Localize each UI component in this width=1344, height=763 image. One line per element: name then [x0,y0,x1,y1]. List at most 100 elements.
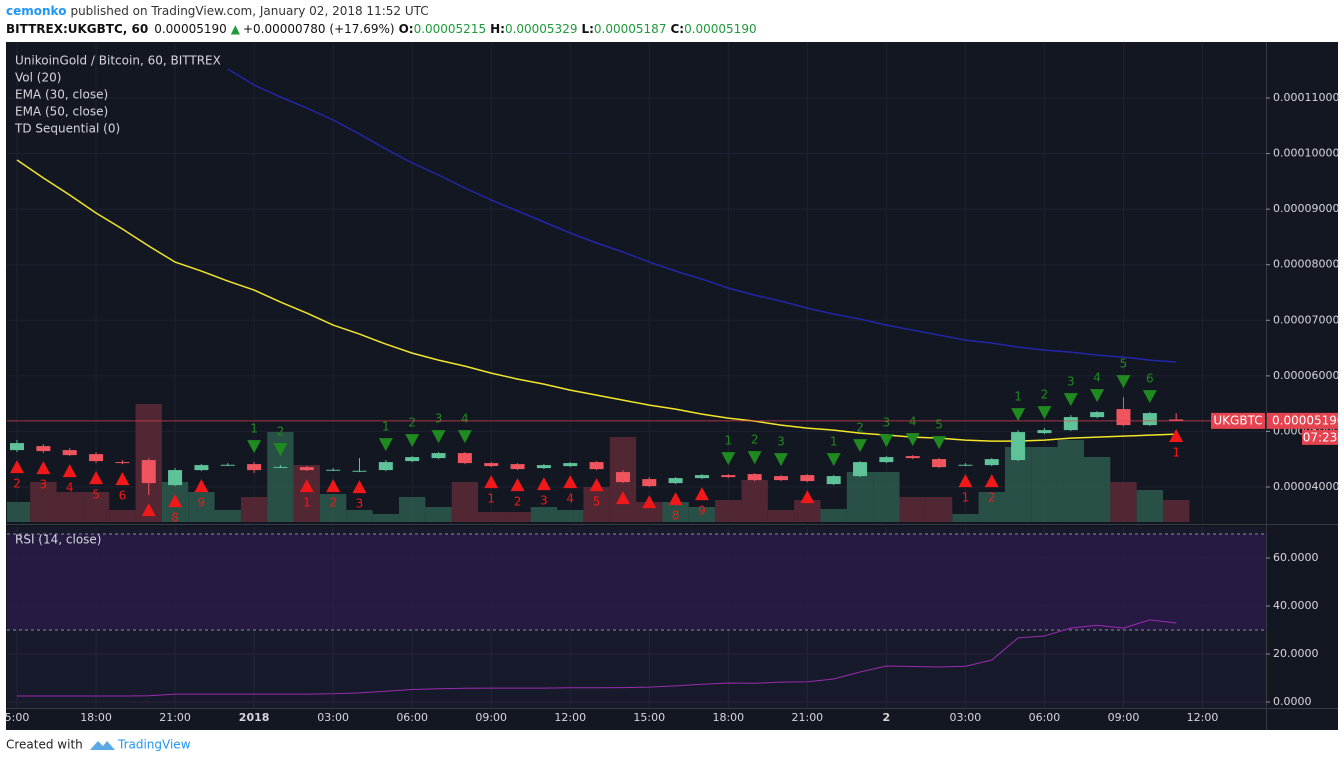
volume-bar [662,502,689,522]
td-buy-marker [89,471,104,485]
candle-body [615,472,630,483]
x-tick-label: 5:00 [5,711,30,724]
td-sell-marker [247,440,262,454]
axes: 0.000040000.000050000.000060000.00007000… [5,91,1344,724]
volume-bar [767,510,795,522]
td-buy-marker [10,460,25,474]
td-sell-marker [721,452,736,466]
y-tick-label: 0.00008000 [1273,258,1339,271]
volume-bar [346,510,373,522]
candle-body [1011,432,1026,461]
x-tick-label: 2 [883,711,891,724]
volume-bar [873,472,900,522]
td-buy-count: 8 [672,509,680,523]
volume-bar [530,507,558,522]
td-buy-count: 1 [1172,446,1180,460]
volume-bar [1136,490,1163,522]
y-tick-label: 0.00009000 [1273,202,1339,215]
rsi-line [17,619,1177,697]
volume-bar [925,497,953,522]
ohlc-value: 0.00005190 [684,22,757,36]
x-tick-label: 21:00 [791,711,823,724]
volume-bar [293,465,320,522]
candle-body [484,463,499,467]
price-box [1267,412,1338,429]
x-tick-label: 2018 [239,711,270,724]
volume-bar [188,492,215,522]
published: published on TradingView.com, January 02… [70,4,428,18]
td-sell-marker [457,430,472,444]
td-sell-count: 1 [830,435,838,449]
candle-body [642,479,657,487]
td-buy-count: 1 [487,492,495,506]
candle-body [168,470,183,486]
td-buy-count: 4 [66,481,74,495]
volume-bar [1083,457,1111,522]
x-tick-label: 09:00 [475,711,507,724]
td-buy-marker [299,479,314,493]
td-sell-count: 1 [250,422,258,436]
td-sell-count: 3 [435,412,443,426]
td-sell-marker [932,436,947,450]
candle-body [378,462,393,471]
candle-body [536,465,551,469]
countdown-label: 07:23 [1303,430,1338,444]
td-buy-marker [589,478,604,492]
candle-body [457,453,472,464]
ohlc-value: 0.00005215 [414,22,487,36]
candle-body [115,462,130,464]
footer-brand[interactable]: TradingView [117,738,191,752]
y-tick-label: 20.0000 [1273,647,1319,660]
td-sell-marker [1011,408,1026,422]
td-sell-count: 3 [1067,375,1075,389]
x-tick-label: 15:00 [633,711,665,724]
x-tick-label: 03:00 [950,711,982,724]
volume-bar [399,497,426,522]
td-sell-count: 4 [1093,371,1101,385]
td-sell-count: 2 [277,425,285,439]
td-buy-marker [1169,429,1184,443]
td-sell-marker [405,434,420,448]
td-sell-count: 1 [724,434,732,448]
footer-created: Created with [6,738,83,752]
td-sell-count: 3 [883,416,891,430]
volume-bar [794,500,821,522]
candle-body [879,457,894,463]
td-sell-count: 3 [777,435,785,449]
volume-bar [56,492,83,522]
volume-bar [899,497,926,522]
candle-body [747,474,762,481]
volume-bar [715,500,742,522]
td-sell-count: 6 [1146,372,1154,386]
x-tick-label: 09:00 [1108,711,1140,724]
candle-body [668,478,683,484]
td-buy-count: 6 [119,489,127,503]
td-buy-marker [563,475,578,489]
td-sell-count: 2 [751,433,759,447]
volume-bar [583,487,610,522]
volume-bar [7,502,31,522]
candle-body [694,475,709,479]
candle-body [563,463,578,467]
rsi-pane [7,527,1266,708]
x-tick-label: 18:00 [712,711,744,724]
arrow: ▲ [231,22,241,36]
td-buy-count: 5 [92,488,100,502]
x-tick-label: 12:00 [554,711,586,724]
x-tick-label: 06:00 [1029,711,1061,724]
candle-body [326,469,341,471]
candle-body [1169,419,1184,421]
rsi-band [7,533,1266,630]
rsi-title: RSI (14, close) [15,533,101,547]
volume-bar [978,492,1005,522]
td-sell-marker [826,453,841,467]
candle-body [853,462,868,477]
candle-body [773,476,788,481]
ohlc-label: C: [670,22,684,36]
volume-bar [1110,482,1137,522]
td-buy-count: 1 [962,491,970,505]
td-buy-marker [510,478,525,492]
td-buy-count: 9 [698,504,706,518]
author[interactable]: cemonko [6,4,66,18]
change: +0.00000780 (+17.69%) [243,22,395,36]
